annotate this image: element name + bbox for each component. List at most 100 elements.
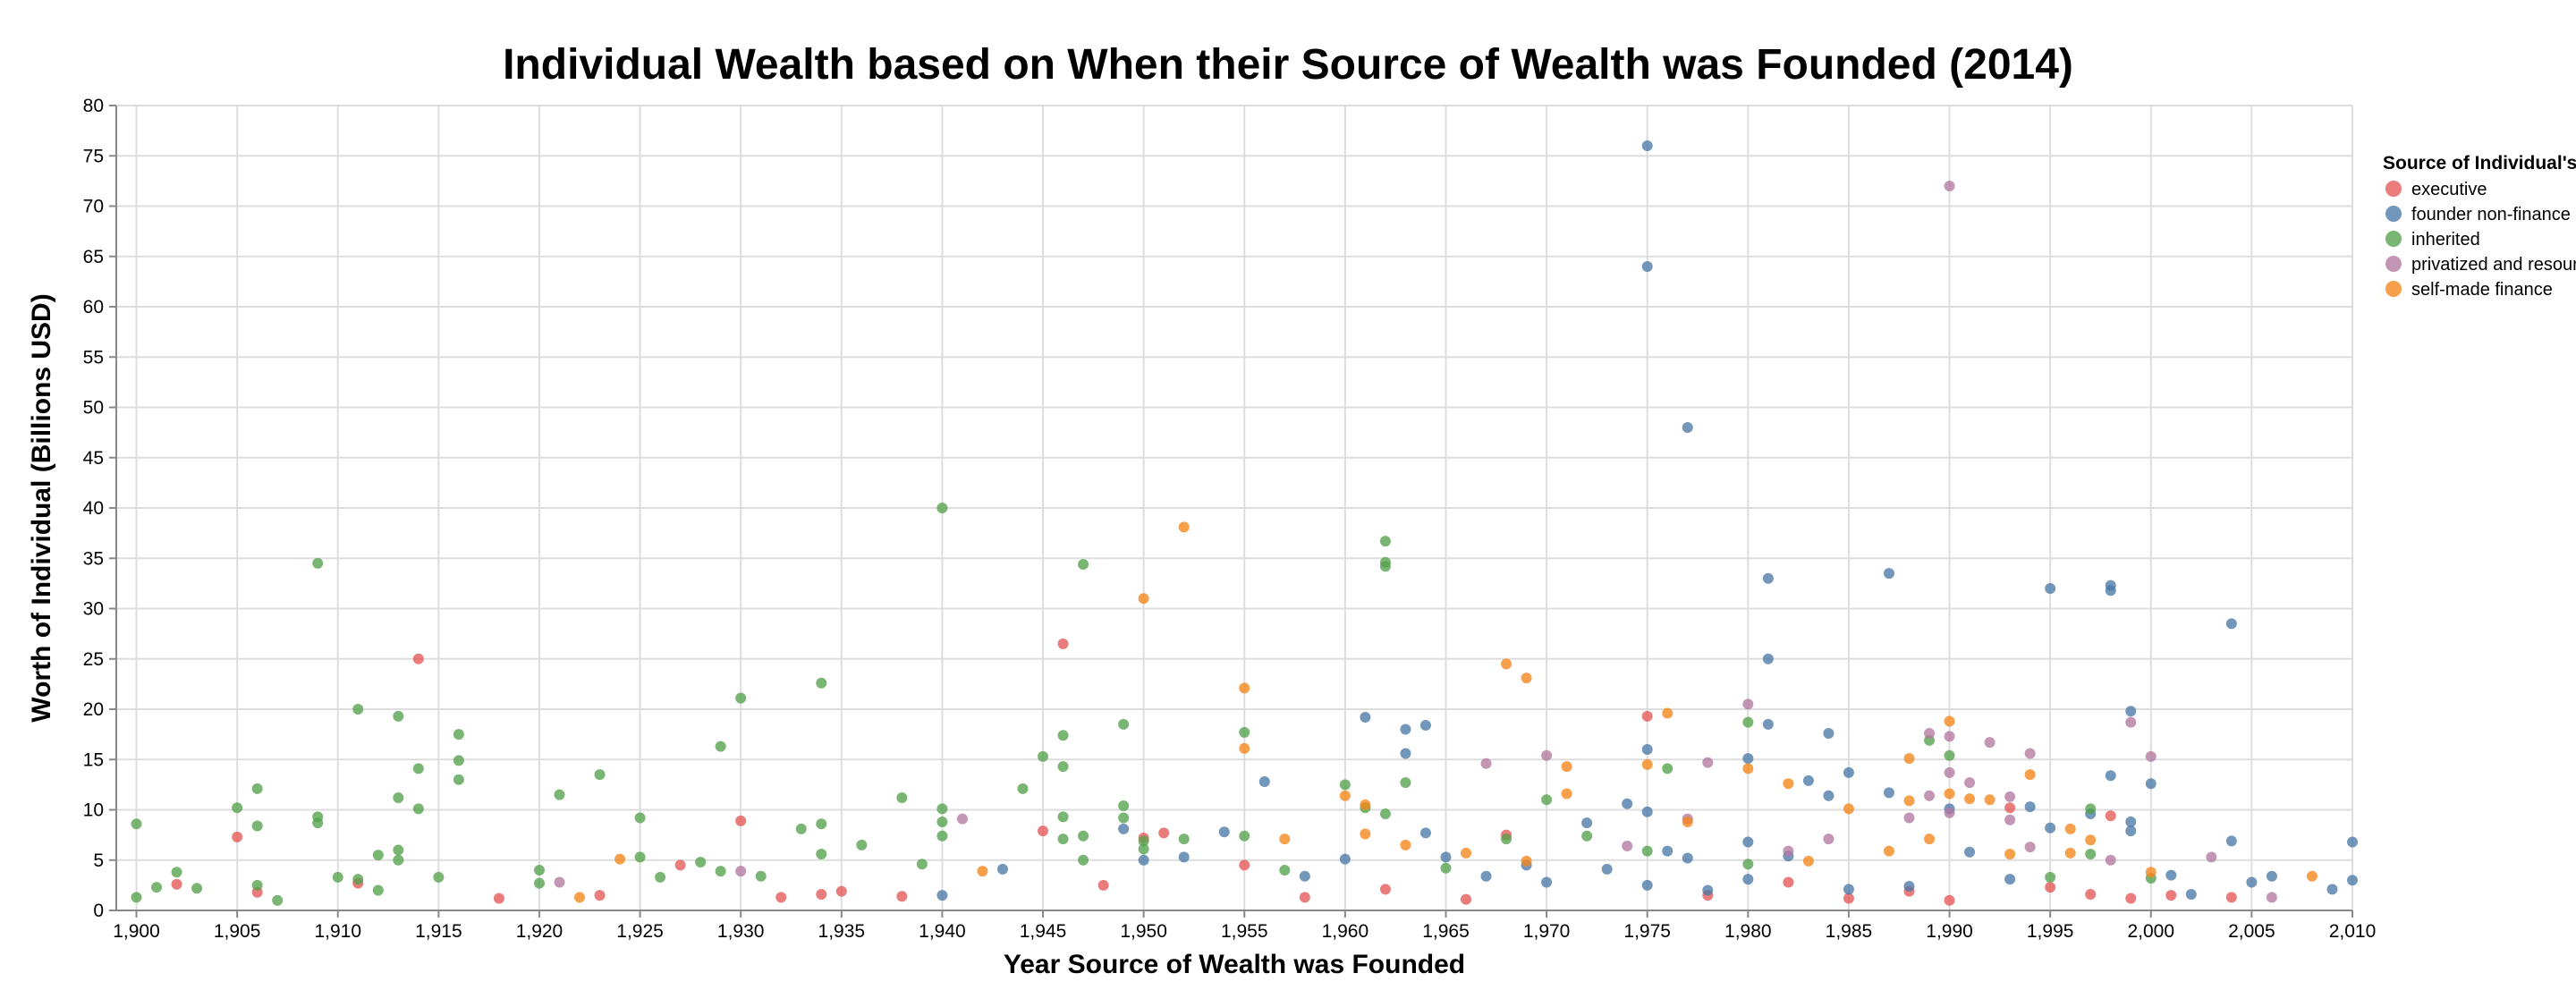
data-point — [2347, 836, 2358, 848]
data-point — [715, 866, 726, 877]
y-axis: 0 5 10 15 20 25 30 35 40 45 50 55 60 65 70 75 80 — [83, 96, 116, 921]
data-point — [453, 729, 464, 740]
x-tick-label: 1,980 — [1724, 921, 1772, 942]
data-point — [594, 769, 606, 781]
series-self-made-finance — [574, 521, 2318, 903]
data-point — [1138, 593, 1149, 605]
data-point — [1440, 851, 1452, 863]
data-point — [1883, 568, 1894, 580]
data-point — [1239, 859, 1250, 871]
data-point — [1883, 787, 1894, 799]
x-tick-label: 1,920 — [516, 921, 564, 942]
data-point — [2145, 867, 2157, 878]
x-tick-label: 1,985 — [1826, 921, 1873, 942]
data-point — [634, 851, 646, 863]
data-point — [1178, 834, 1190, 845]
series-inherited — [131, 503, 2157, 906]
data-point — [232, 831, 243, 842]
data-point — [816, 889, 827, 900]
legend: Source of Individual's Wealth executive f… — [2383, 153, 2576, 300]
data-point — [936, 817, 948, 827]
data-point — [2105, 770, 2116, 782]
data-point — [1742, 859, 1754, 870]
data-point — [1118, 812, 1130, 824]
data-point — [1924, 790, 1936, 801]
data-point — [936, 803, 948, 815]
data-point — [2105, 585, 2116, 597]
data-point — [2165, 890, 2177, 901]
series-privatized-and-resources — [554, 181, 2277, 903]
data-point — [1138, 843, 1149, 855]
data-point — [1521, 673, 1532, 684]
data-point — [312, 817, 324, 829]
data-point — [1641, 140, 1653, 151]
x-tick-label: 2,005 — [2228, 921, 2275, 942]
data-point — [2145, 778, 2157, 790]
data-point — [1097, 879, 1109, 891]
data-point — [674, 859, 686, 871]
legend-swatch — [2385, 206, 2402, 222]
data-point — [1501, 658, 1513, 670]
data-point — [1662, 707, 1674, 719]
data-point — [1339, 779, 1351, 791]
data-point — [554, 876, 565, 888]
data-point — [2105, 854, 2116, 866]
data-point — [412, 763, 424, 774]
data-point — [896, 792, 908, 803]
data-point — [1662, 763, 1674, 774]
data-point — [2064, 847, 2076, 859]
data-point — [2024, 842, 2036, 853]
data-point — [533, 865, 545, 876]
data-point — [1038, 750, 1049, 762]
data-point — [1622, 841, 1633, 851]
y-tick-label: 10 — [83, 800, 104, 821]
data-point — [956, 813, 968, 825]
data-point — [2225, 892, 2237, 903]
data-point — [1843, 803, 1854, 815]
y-tick-label: 65 — [83, 247, 104, 267]
data-point — [1078, 830, 1089, 842]
y-tick-label: 55 — [83, 347, 104, 368]
data-point — [2145, 750, 2157, 762]
x-axis-title: Year Source of Wealth was Founded — [1004, 950, 1465, 979]
data-point — [1017, 783, 1029, 794]
data-point — [1843, 766, 1854, 778]
x-tick-label: 1,940 — [919, 921, 966, 942]
data-point — [2064, 823, 2076, 834]
x-tick-label: 1,930 — [717, 921, 765, 942]
y-tick-label: 75 — [83, 146, 104, 166]
y-tick-label: 60 — [83, 297, 104, 317]
data-point — [655, 871, 666, 883]
data-point — [2004, 802, 2016, 814]
data-point — [2246, 876, 2258, 888]
data-point — [1400, 748, 1411, 759]
x-tick-label: 1,925 — [616, 921, 664, 942]
y-gridlines — [116, 105, 2352, 911]
legend-title: Source of Individual's Wealth — [2383, 153, 2576, 173]
data-point — [936, 890, 948, 901]
data-point — [2206, 851, 2217, 863]
y-tick-label: 35 — [83, 548, 104, 569]
data-point — [1802, 774, 1814, 786]
y-tick-label: 50 — [83, 398, 104, 419]
y-tick-label: 40 — [83, 498, 104, 519]
data-point — [232, 802, 243, 814]
data-point — [1138, 854, 1149, 866]
data-point — [1903, 753, 1915, 765]
x-tick-label: 1,955 — [1221, 921, 1268, 942]
data-point — [1762, 572, 1774, 584]
data-point — [1762, 718, 1774, 730]
legend-swatch — [2385, 281, 2402, 297]
data-point — [493, 893, 504, 904]
data-point — [715, 740, 726, 752]
data-point — [2045, 822, 2056, 834]
data-point — [1480, 757, 1492, 769]
data-point — [1641, 879, 1653, 891]
data-point — [816, 849, 827, 859]
data-point — [1984, 794, 1996, 806]
data-point — [372, 884, 384, 896]
data-point — [1379, 561, 1391, 572]
x-tick-label: 1,950 — [1120, 921, 1167, 942]
data-point — [1541, 794, 1553, 806]
data-point — [1118, 823, 1130, 834]
